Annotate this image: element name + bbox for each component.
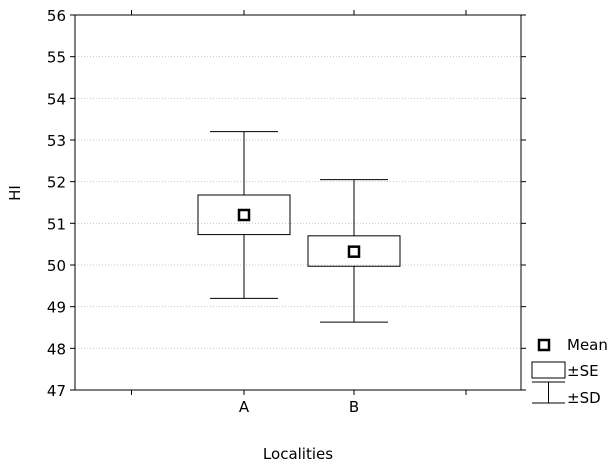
legend-mean-label: Mean [567, 336, 608, 354]
box-group-b [307, 179, 401, 323]
y-tick-label: 52 [47, 174, 66, 192]
y-tick-label: 56 [47, 7, 66, 25]
y-tick-label: 50 [47, 257, 66, 275]
y-tick-label: 49 [47, 299, 66, 317]
x-tick-label: B [349, 398, 359, 416]
legend-mean-icon [537, 338, 551, 352]
legend-se-label: ±SE [567, 362, 599, 380]
y-tick-label: 47 [47, 382, 66, 400]
x-axis-label: Localities [263, 445, 333, 463]
axis-ticks [70, 10, 526, 395]
y-tick-labels: 47 48 49 50 51 52 53 54 55 56 [47, 7, 66, 400]
legend-se-icon [531, 361, 566, 379]
y-tick-label: 51 [47, 215, 66, 233]
y-tick-label: 54 [47, 90, 66, 108]
y-tick-label: 53 [47, 132, 66, 150]
gridlines [75, 56, 521, 349]
legend-sd-label: ±SD [567, 389, 601, 407]
plot-area-frame [74, 14, 522, 391]
mean-marker [347, 245, 361, 258]
x-tick-label: A [239, 398, 250, 416]
legend-sd-icon [532, 381, 565, 404]
box-group-a [197, 131, 291, 299]
y-tick-label: 55 [47, 49, 66, 67]
mean-marker [237, 208, 251, 222]
chart-marks [197, 131, 401, 323]
y-tick-label: 48 [47, 340, 66, 358]
y-axis-label: HI [6, 185, 24, 201]
se-box [307, 235, 401, 267]
legend: Mean ±SE ±SD [531, 336, 608, 407]
se-box [197, 194, 291, 236]
